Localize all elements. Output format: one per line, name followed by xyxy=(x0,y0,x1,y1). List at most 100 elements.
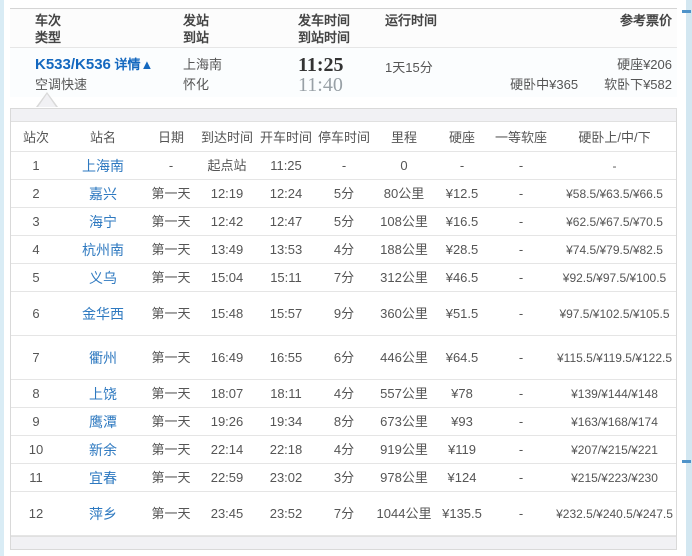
table-col-header: 硬座 xyxy=(435,122,489,152)
train-cell: K533/K536 详情▲ 空调快速 xyxy=(35,55,153,95)
table-col-header: 站次 xyxy=(11,122,61,152)
cell-day: - xyxy=(145,151,197,180)
table-col-header: 到达时间 xyxy=(197,122,257,152)
cell-mileage: 312公里 xyxy=(373,263,435,292)
cell-stop-duration: 5分 xyxy=(315,179,373,208)
cell-arrival: 12:19 xyxy=(197,179,257,208)
cell-stop-duration: 5分 xyxy=(315,207,373,236)
hard-sleeper-mid-price: 硬卧中¥365 xyxy=(510,77,579,92)
col-header-depart-time: 发车时间 xyxy=(298,13,351,28)
cell-station-name[interactable]: 萍乡 xyxy=(61,491,145,536)
table-row: 12 萍乡 第一天 23:45 23:52 7分 1044公里 ¥135.5- ¥232.5/​… xyxy=(11,491,676,536)
cell-hard-seat: - xyxy=(435,151,489,180)
detail-toggle-link[interactable]: 详情▲ xyxy=(114,57,154,72)
cell-stop-duration: - xyxy=(315,151,373,180)
cell-station-name[interactable]: 海宁 xyxy=(61,207,145,236)
cell-arrival: 18:07 xyxy=(197,379,257,408)
cell-departure: 18:11 xyxy=(257,379,315,408)
to-station-label: 怀化 xyxy=(183,77,210,92)
times-cell: 11:25 11:40 xyxy=(298,55,344,95)
cell-hard-seat: ¥28.5 xyxy=(435,235,489,264)
col-header-arrive-time: 到站时间 xyxy=(298,30,351,45)
cell-hard-seat: ¥64.5 xyxy=(435,335,489,380)
cell-departure: 11:25 xyxy=(257,151,315,180)
cell-sleeper-price: ¥163/​¥168/​¥174 xyxy=(553,407,676,436)
cell-soft-seat: - xyxy=(489,463,553,492)
cell-sleeper-price: ¥207/​¥215/​¥221 xyxy=(553,435,676,464)
cell-stop-no: 12 xyxy=(11,491,61,536)
cell-arrival: 22:59 xyxy=(197,463,257,492)
cell-stop-duration: 4分 xyxy=(315,435,373,464)
cell-day: 第一天 xyxy=(145,379,197,408)
cell-hard-seat: ¥78 xyxy=(435,379,489,408)
table-col-header: 停车时间 xyxy=(315,122,373,152)
arrive-time-value: 11:40 xyxy=(298,74,343,96)
table-col-header: 一等软座 xyxy=(489,122,553,152)
cell-stop-no: 2 xyxy=(11,179,61,208)
cell-stop-duration: 7分 xyxy=(315,491,373,536)
table-row: 7 衢州 第一天 16:49 16:55 6分 446公里 ¥64.5- ¥115.5/​¥11… xyxy=(11,335,676,380)
cell-hard-seat: ¥12.5 xyxy=(435,179,489,208)
soft-sleeper-low-price: 软卧下¥582 xyxy=(604,77,672,92)
table-row: 1 上海南 - 起点站 11:25-0- - - xyxy=(11,151,676,180)
cell-station-name[interactable]: 宜春 xyxy=(61,463,145,492)
cell-sleeper-price: ¥115.5/​¥119.5/​¥122.5 xyxy=(553,335,676,380)
train-number-link[interactable]: K533/K536 xyxy=(35,56,111,73)
cell-departure: 15:11 xyxy=(257,263,315,292)
cell-stop-duration: 4分 xyxy=(315,379,373,408)
cell-departure: 19:34 xyxy=(257,407,315,436)
cell-day: 第一天 xyxy=(145,435,197,464)
col-header-train: 车次 类型 xyxy=(35,12,61,46)
train-summary-row: K533/K536 详情▲ 空调快速 上海南 怀化 11:25 11:40 1天… xyxy=(10,48,677,97)
cell-mileage: 108公里 xyxy=(373,207,435,236)
cell-sleeper-price: ¥97.5/​¥102.5/​¥105.5 xyxy=(553,291,676,336)
cell-day: 第一天 xyxy=(145,491,197,536)
table-row: 11 宜春 第一天 22:59 23:02 3分 978公里 ¥124- ¥215/​¥223/… xyxy=(11,463,676,492)
stop-detail-panel: 站次 站名 日期 到达时间 开车时间 停车时间 里程 硬座 一等软座 硬卧上/中/下 1 上海南 - 起… xyxy=(10,108,677,550)
cell-station-name[interactable]: 义乌 xyxy=(61,263,145,292)
cell-station-name[interactable]: 嘉兴 xyxy=(61,179,145,208)
cell-station-name[interactable]: 鹰潭 xyxy=(61,407,145,436)
cell-day: 第一天 xyxy=(145,207,197,236)
cell-arrival: 12:42 xyxy=(197,207,257,236)
cell-arrival: 22:14 xyxy=(197,435,257,464)
cell-arrival: 15:48 xyxy=(197,291,257,336)
cell-mileage: 446公里 xyxy=(373,335,435,380)
table-row: 4 杭州南 第一天 13:49 13:53 4分 188公里 ¥28.5- ¥74.5/​¥79… xyxy=(11,235,676,264)
cell-mileage: 360公里 xyxy=(373,291,435,336)
cell-soft-seat: - xyxy=(489,407,553,436)
cell-stop-duration: 3分 xyxy=(315,463,373,492)
notch-icon xyxy=(38,94,56,107)
col-header-price: 参考票价 xyxy=(619,13,672,28)
cell-station-name[interactable]: 上饶 xyxy=(61,379,145,408)
cell-sleeper-price: ¥58.5/​¥63.5/​¥66.5 xyxy=(553,179,676,208)
table-header-row: 站次 站名 日期 到达时间 开车时间 停车时间 里程 硬座 一等软座 硬卧上/中/下 xyxy=(11,122,676,152)
cell-sleeper-price: ¥215/​¥223/​¥230 xyxy=(553,463,676,492)
cell-stop-no: 5 xyxy=(11,263,61,292)
cell-station-name[interactable]: 新余 xyxy=(61,435,145,464)
right-edge-dash-bottom xyxy=(682,460,691,463)
panel-bottom-strip xyxy=(11,536,676,549)
train-summary-block: 车次 类型 发站 到站 发车时间 到站时间 运行时间 参考票价 K533/K5 xyxy=(10,8,677,97)
cell-soft-seat: - xyxy=(489,263,553,292)
cell-stop-duration: 6分 xyxy=(315,335,373,380)
cell-departure: 23:02 xyxy=(257,463,315,492)
cell-hard-seat: ¥93 xyxy=(435,407,489,436)
table-row: 2 嘉兴 第一天 12:19 12:24 5分 80公里 ¥12.5- ¥58.5/​¥63.5… xyxy=(11,179,676,208)
cell-station-name[interactable]: 杭州南 xyxy=(61,235,145,264)
stop-detail-table: 站次 站名 日期 到达时间 开车时间 停车时间 里程 硬座 一等软座 硬卧上/中/下 1 上海南 - 起… xyxy=(11,122,676,536)
cell-stop-no: 4 xyxy=(11,235,61,264)
cell-mileage: 919公里 xyxy=(373,435,435,464)
cell-soft-seat: - xyxy=(489,235,553,264)
cell-stop-no: 7 xyxy=(11,335,61,380)
cell-sleeper-price: ¥139/​¥144/​¥148 xyxy=(553,379,676,408)
cell-stop-duration: 4分 xyxy=(315,235,373,264)
cell-mileage: 1044公里 xyxy=(373,491,435,536)
cell-station-name[interactable]: 金华西 xyxy=(61,291,145,336)
cell-departure: 13:53 xyxy=(257,235,315,264)
from-station-label: 上海南 xyxy=(183,57,223,72)
cell-station-name[interactable]: 衢州 xyxy=(61,335,145,380)
col-header-depart-station: 发站 xyxy=(183,13,210,28)
cell-station-name[interactable]: 上海南 xyxy=(61,151,145,180)
cell-hard-seat: ¥135.5 xyxy=(435,491,489,536)
